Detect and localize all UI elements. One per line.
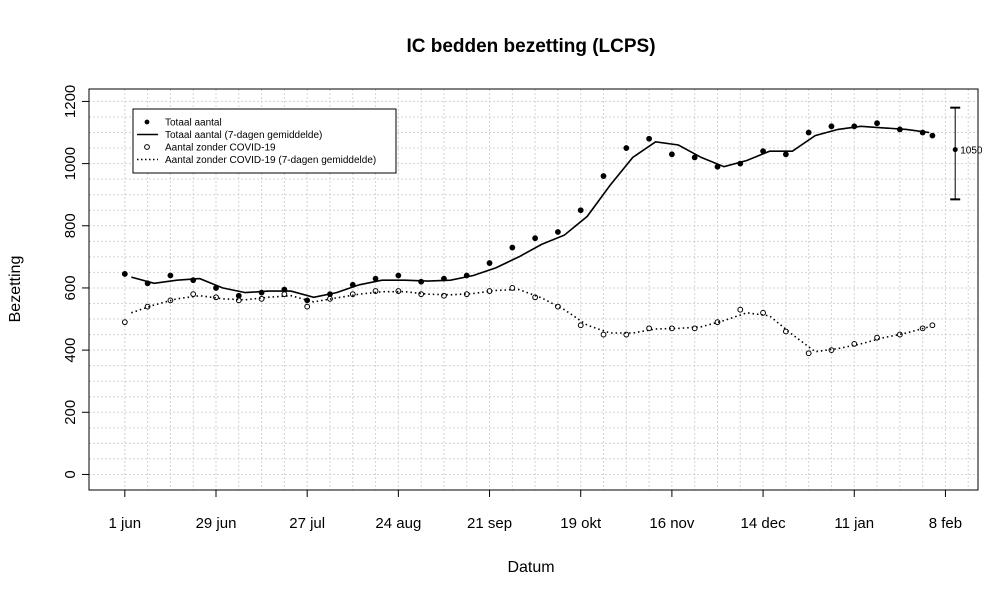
x-tick-label: 8 feb [929,515,962,532]
data-point [281,291,288,298]
chart-title: IC bedden bezetting (LCPS) [406,36,655,57]
data-point [805,129,812,136]
series-solid-line [131,125,930,299]
legend-symbol [144,119,150,125]
data-point [828,347,835,354]
x-tick-label: 19 okt [560,515,602,532]
x-axis: 1 jun 29 jun 27 jul 24 aug 21 sep 19 okt 16 no… [109,489,962,532]
data-point [760,309,766,316]
legend-label: Aantal zonder COVID-19 (7-dagen gemiddel… [165,155,376,166]
y-tick-label: 0 [62,470,79,478]
data-point [929,132,936,139]
data-point [782,151,789,158]
legend-symbol [144,144,150,150]
y-tick-label: 200 [62,400,79,425]
series-line [131,125,930,299]
legend-marker [144,144,150,150]
data-point [555,229,561,235]
data-point [121,319,128,326]
annotation-label: 1050 [960,146,983,157]
data-point [668,151,675,158]
legend-label: Aantal zonder COVID-19 [165,143,276,154]
x-tick-label: 29 jun [196,515,237,532]
data-point [714,319,721,326]
data-point [929,322,936,329]
data-point [600,331,607,338]
series-dotted-line [131,288,930,353]
data-point [349,291,356,298]
y-tick-label: 800 [62,213,79,238]
data-point [486,260,493,266]
series-layer [121,120,936,357]
data-point [121,271,128,277]
data-point [532,235,539,242]
y-axis: 0 200 400 600 800 1000 1200 [62,85,90,479]
legend-box [132,108,397,174]
x-tick-label: 24 aug [375,515,421,532]
legend-marker [144,119,150,125]
x-axis-label: Datum [507,559,554,576]
data-point [874,120,880,127]
data-point [623,145,630,151]
data-point [372,275,379,282]
x-tick-label: 14 dec [741,515,787,532]
data-point [235,292,242,299]
data-point [646,135,653,142]
data-point [577,207,584,214]
x-tick-label: 11 jan [834,515,874,532]
series-line [131,288,930,353]
data-point [509,244,516,251]
data-point [600,173,607,179]
annotation: 1050 [950,106,983,201]
data-point [167,272,174,279]
data-point [691,325,698,332]
data-point [577,322,584,329]
data-point [304,297,311,304]
x-tick-label: 27 jul [289,515,325,532]
y-tick-label: 400 [62,338,79,363]
data-point [805,350,812,357]
data-point [395,272,402,279]
data-point [418,291,425,298]
data-point [691,154,698,161]
data-point [828,123,835,130]
y-axis-label: Bezetting [7,256,24,323]
legend-label: Totaal aantal (7-dagen gemiddelde) [165,130,322,141]
data-point [372,288,379,294]
annotation-point [952,147,958,153]
data-point [213,294,219,301]
series-filled-point [121,120,936,304]
x-tick-label: 21 sep [467,515,512,532]
y-tick-label: 1000 [62,147,79,180]
y-tick-label: 600 [62,275,79,300]
legend-label: Totaal aantal [165,118,222,129]
data-point [304,303,311,310]
x-tick-label: 16 nov [649,515,695,532]
series-open-point [121,285,936,357]
y-tick-label: 1200 [62,85,79,118]
data-point [144,303,151,310]
x-tick-label: 1 jun [109,515,142,532]
data-point [737,306,744,313]
